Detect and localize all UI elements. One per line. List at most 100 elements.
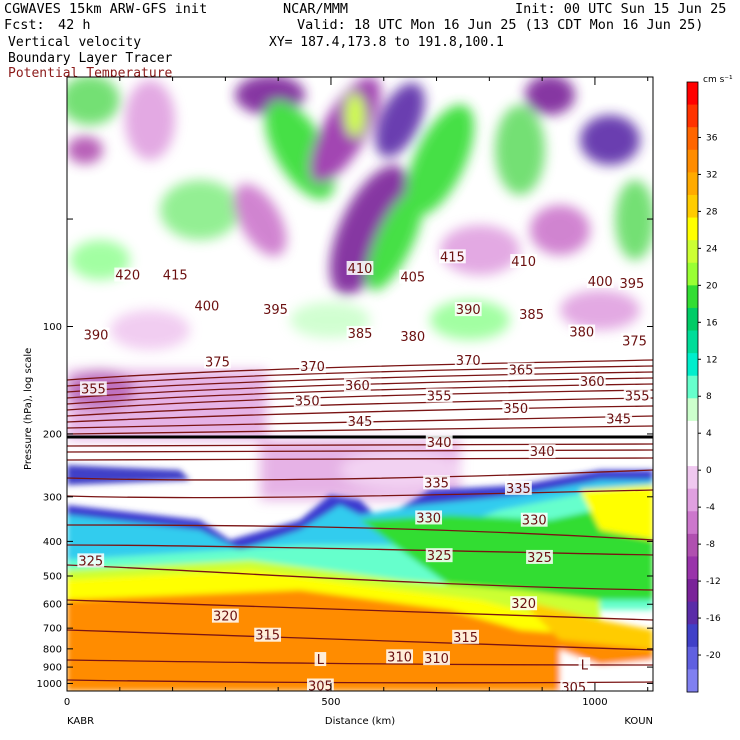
y-tick-label: 800 <box>43 644 62 655</box>
theta-label: 390 <box>456 303 481 318</box>
theta-label: L <box>317 653 325 668</box>
theta-label-bg <box>526 549 553 564</box>
theta-label-bg <box>618 275 646 290</box>
theta-label: L <box>581 658 589 673</box>
theta-label-bg <box>621 333 648 348</box>
theta-label: 315 <box>255 629 280 644</box>
theta-label: 390 <box>84 329 109 344</box>
x-axis: 0 500 1000 <box>64 77 649 708</box>
theta-label: 410 <box>511 255 536 270</box>
field-boundary-layer-tracer: Boundary Layer Tracer <box>8 51 173 66</box>
theta-label-layer: 420 415 410 415 410 400 395 405 400 395 390 385 380 3… <box>77 249 651 696</box>
y-tick-label: 300 <box>43 492 62 503</box>
theta-label: 365 <box>509 364 534 379</box>
x-axis-label: Distance (km) <box>325 716 395 727</box>
y-tick-label: 200 <box>43 429 62 440</box>
theta-label: 400 <box>588 275 613 290</box>
colorbar-frame <box>686 81 699 693</box>
theta-label-bg <box>423 651 450 666</box>
x-tick-label: 500 <box>321 697 340 708</box>
y-tick-label: 400 <box>43 537 62 548</box>
colorbar-swatch <box>687 375 698 399</box>
colorbar-label: -12 <box>706 577 721 587</box>
colorbar-label: 4 <box>706 429 712 439</box>
colorbar-swatch <box>687 511 698 535</box>
y-tick-label: 700 <box>43 624 62 635</box>
fcst-value: 42 h <box>58 17 91 33</box>
theta-label: 305 <box>561 681 586 696</box>
theta-label: 355 <box>427 389 452 404</box>
xy-range: XY= 187.4,173.8 to 191.8,100.1 <box>269 35 504 50</box>
theta-label-bg <box>307 678 334 691</box>
theta-label: 405 <box>400 271 425 286</box>
colorbar-swatch <box>687 398 698 422</box>
theta-label-bg <box>114 267 142 282</box>
colorbar-swatch <box>687 330 698 354</box>
colorbar-swatch <box>687 488 698 512</box>
colorbar-label: 12 <box>706 355 717 365</box>
theta-label-bg <box>193 298 221 313</box>
colorbar-label: 24 <box>706 244 718 254</box>
colorbar-label: 28 <box>706 207 718 217</box>
colorbar-label: 20 <box>706 281 718 291</box>
field-vertical-velocity: Vertical velocity <box>8 35 142 50</box>
x-tick-label: 1000 <box>582 697 607 708</box>
colorbar-swatch <box>687 601 698 625</box>
colorbar-label: -20 <box>706 651 721 661</box>
theta-label: 375 <box>622 334 647 349</box>
theta-label-bg <box>452 629 479 644</box>
theta-label-bg <box>568 324 596 339</box>
theta-label-bg <box>578 373 606 388</box>
colorbar-swatch <box>687 579 698 603</box>
colorbar-swatch <box>687 533 698 557</box>
theta-label-bg <box>346 260 374 275</box>
theta-label-bg <box>502 400 530 415</box>
theta-label-bg <box>204 354 231 369</box>
theta-label-bg <box>518 307 545 322</box>
colorbar-swatch <box>687 443 698 467</box>
theta-label-bg <box>346 413 374 428</box>
theta-label: 325 <box>527 551 552 566</box>
colorbar-swatch <box>687 307 698 332</box>
colorbar-swatch <box>687 353 698 377</box>
colorbar-swatch <box>687 240 698 264</box>
theta-label-bg <box>415 510 443 525</box>
theta-label-bg <box>528 444 556 459</box>
theta-label-bg <box>77 553 105 568</box>
colorbar-label: -8 <box>706 540 715 550</box>
theta-label: 325 <box>427 549 452 564</box>
colorbar-swatch <box>687 127 698 151</box>
colorbar-swatch <box>687 646 698 670</box>
colorbar-label: -4 <box>706 503 715 513</box>
theta-label: 395 <box>619 277 644 292</box>
theta-label-bg <box>425 548 453 563</box>
colorbar-swatch <box>687 285 698 309</box>
colorbar-unit: cm s⁻¹ <box>703 75 733 85</box>
model-title: CGWAVES 15km ARW-GFS init <box>4 1 208 17</box>
fcst-label: Fcst: <box>4 17 45 33</box>
valid-time: Valid: 18 UTC Mon 16 Jun 25 (13 CDT Mon … <box>297 17 704 33</box>
theta-label-bg <box>605 411 633 426</box>
y-tick-label: 900 <box>43 663 62 674</box>
theta-label-bg <box>623 388 651 403</box>
theta-label: 320 <box>213 610 238 625</box>
theta-label-bg <box>454 302 482 317</box>
colorbar-swatch <box>687 104 698 128</box>
theta-label-bg <box>560 680 588 691</box>
y-axis-label: Pressure (hPa), log scale <box>23 348 34 470</box>
y-axis: 100 200 300 400 500 600 700 800 900 1000 <box>37 76 653 690</box>
theta-label-bg <box>520 512 548 527</box>
field-shading: 420 415 410 415 410 400 395 405 400 395 390 385 380 3… <box>67 77 653 696</box>
colorbar-swatch <box>687 466 698 490</box>
theta-label-bg <box>399 269 427 284</box>
theta-label: 330 <box>416 511 441 526</box>
theta-label-bg <box>262 302 289 317</box>
theta-label-bg <box>423 475 450 490</box>
theta-label: 415 <box>163 269 188 284</box>
theta-label-bg <box>454 353 482 368</box>
theta-label-bg <box>299 359 326 374</box>
theta-label-bg <box>254 627 282 642</box>
colorbar-swatch <box>687 194 698 219</box>
x-tick-label: 0 <box>64 697 70 708</box>
